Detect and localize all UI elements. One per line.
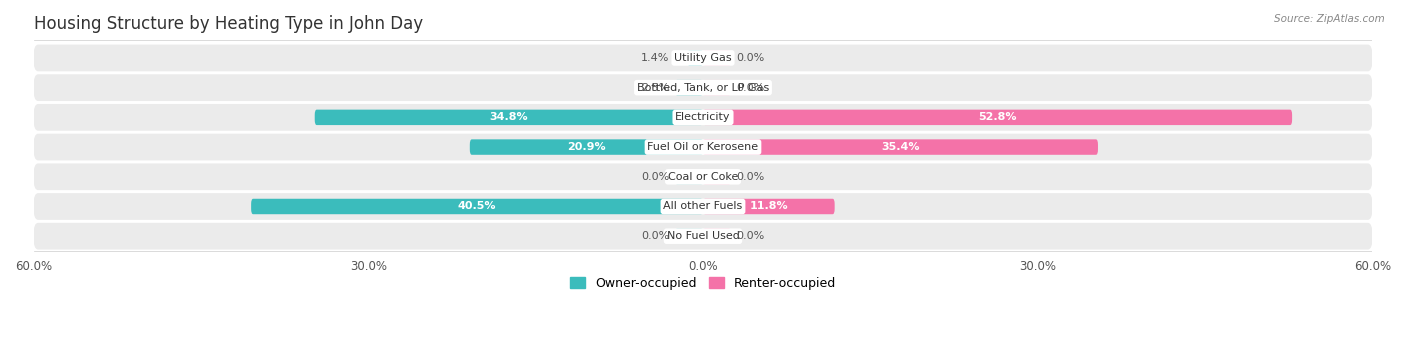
Text: Electricity: Electricity	[675, 112, 731, 122]
FancyBboxPatch shape	[688, 50, 703, 66]
Text: 0.0%: 0.0%	[737, 83, 765, 93]
FancyBboxPatch shape	[703, 80, 731, 95]
Text: 34.8%: 34.8%	[489, 112, 529, 122]
Text: Source: ZipAtlas.com: Source: ZipAtlas.com	[1274, 14, 1385, 24]
Legend: Owner-occupied, Renter-occupied: Owner-occupied, Renter-occupied	[565, 272, 841, 295]
FancyBboxPatch shape	[675, 169, 703, 184]
Text: 52.8%: 52.8%	[979, 112, 1017, 122]
FancyBboxPatch shape	[34, 134, 1372, 160]
Text: 40.5%: 40.5%	[458, 202, 496, 211]
FancyBboxPatch shape	[34, 74, 1372, 101]
Text: 0.0%: 0.0%	[737, 53, 765, 63]
Text: 0.0%: 0.0%	[641, 231, 669, 241]
Text: All other Fuels: All other Fuels	[664, 202, 742, 211]
Text: No Fuel Used: No Fuel Used	[666, 231, 740, 241]
FancyBboxPatch shape	[34, 45, 1372, 71]
FancyBboxPatch shape	[34, 104, 1372, 131]
Text: Utility Gas: Utility Gas	[675, 53, 731, 63]
Text: 0.0%: 0.0%	[737, 172, 765, 182]
FancyBboxPatch shape	[252, 199, 703, 214]
FancyBboxPatch shape	[703, 50, 731, 66]
FancyBboxPatch shape	[34, 223, 1372, 250]
FancyBboxPatch shape	[34, 193, 1372, 220]
Text: 1.4%: 1.4%	[641, 53, 669, 63]
Text: 20.9%: 20.9%	[567, 142, 606, 152]
FancyBboxPatch shape	[703, 139, 1098, 155]
Text: 35.4%: 35.4%	[882, 142, 920, 152]
Text: 2.5%: 2.5%	[641, 83, 669, 93]
Text: 11.8%: 11.8%	[749, 202, 789, 211]
Text: Fuel Oil or Kerosene: Fuel Oil or Kerosene	[647, 142, 759, 152]
Text: Coal or Coke: Coal or Coke	[668, 172, 738, 182]
FancyBboxPatch shape	[34, 163, 1372, 190]
FancyBboxPatch shape	[703, 110, 1292, 125]
FancyBboxPatch shape	[675, 228, 703, 244]
FancyBboxPatch shape	[703, 228, 731, 244]
FancyBboxPatch shape	[703, 199, 835, 214]
FancyBboxPatch shape	[470, 139, 703, 155]
Text: Housing Structure by Heating Type in John Day: Housing Structure by Heating Type in Joh…	[34, 15, 423, 33]
FancyBboxPatch shape	[315, 110, 703, 125]
Text: Bottled, Tank, or LP Gas: Bottled, Tank, or LP Gas	[637, 83, 769, 93]
FancyBboxPatch shape	[703, 169, 731, 184]
Text: 0.0%: 0.0%	[641, 172, 669, 182]
FancyBboxPatch shape	[675, 80, 703, 95]
Text: 0.0%: 0.0%	[737, 231, 765, 241]
